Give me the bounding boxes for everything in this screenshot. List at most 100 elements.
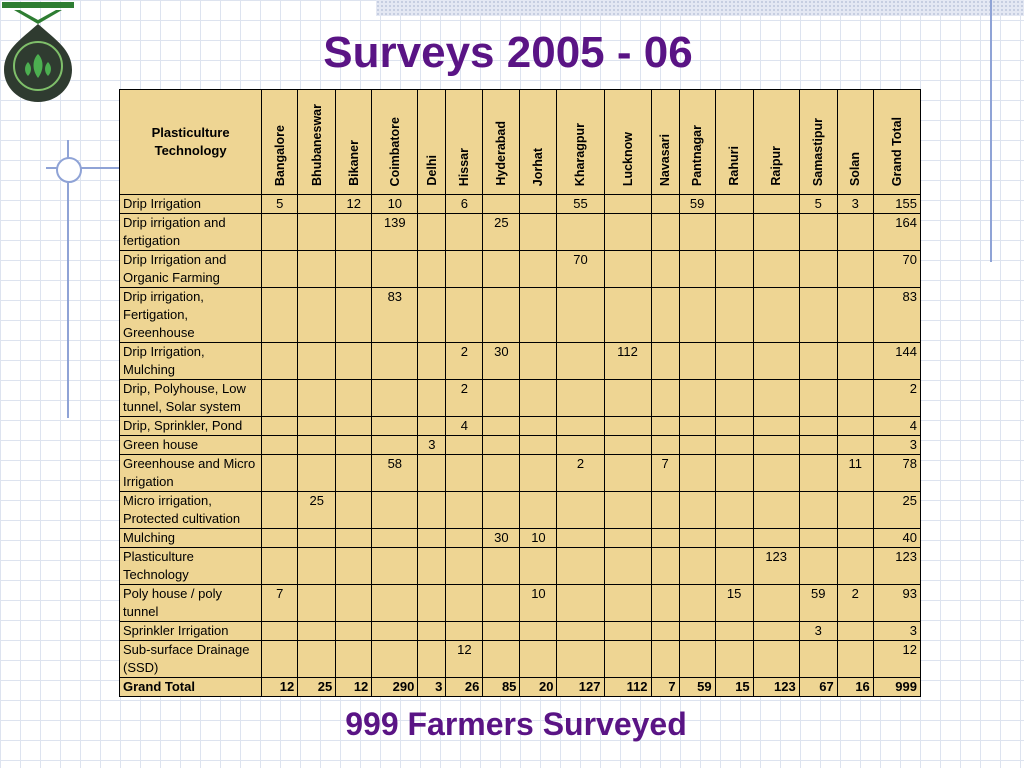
table-cell	[482, 621, 521, 641]
row-grand-total-cell: 83	[872, 287, 922, 343]
table-cell	[519, 379, 558, 417]
table-cell	[519, 491, 558, 529]
table-cell	[714, 528, 754, 548]
row-label: Mulching	[118, 528, 263, 548]
table-cell: 3	[417, 677, 447, 697]
table-cell: 59	[678, 194, 716, 214]
table-cell	[556, 547, 605, 585]
table-cell	[417, 287, 447, 343]
table-cell: 4	[445, 416, 484, 436]
table-cell	[836, 491, 874, 529]
table-cell	[371, 342, 419, 380]
row-label: Drip Irrigation, Mulching	[118, 342, 263, 380]
column-header-label: Jorhat	[531, 147, 546, 186]
table-cell: 10	[519, 528, 558, 548]
table-cell: 3	[798, 621, 838, 641]
row-grand-total-cell: 25	[872, 491, 922, 529]
table-cell	[261, 547, 299, 585]
table-cell: 12	[261, 677, 299, 697]
table-cell	[678, 491, 716, 529]
row-grand-total-cell: 3	[872, 435, 922, 455]
column-header-label: Solan	[848, 151, 863, 186]
table-cell	[752, 584, 800, 622]
column-header: Grand Total	[872, 89, 922, 195]
table-cell: 85	[482, 677, 521, 697]
table-cell	[650, 194, 680, 214]
table-cell: 55	[556, 194, 605, 214]
table-cell	[261, 454, 299, 492]
table-cell: 26	[445, 677, 484, 697]
row-label: Green house	[118, 435, 263, 455]
table-cell	[519, 640, 558, 678]
grand-total-row: Grand Total 12 25 12 290 3 26 85 20 127 112 7 59 15 12…	[118, 677, 922, 697]
table-cell	[650, 435, 680, 455]
table-cell	[836, 416, 874, 436]
column-header: Pantnagar	[678, 89, 716, 195]
table-cell	[417, 416, 447, 436]
table-cell	[371, 584, 419, 622]
table-cell	[297, 342, 337, 380]
table-cell: 25	[297, 677, 337, 697]
column-header: Solan	[836, 89, 874, 195]
table-cell	[297, 584, 337, 622]
table-cell	[650, 342, 680, 380]
table-cell: 2	[445, 342, 484, 380]
column-header: Bhubaneswar	[297, 89, 337, 195]
table-cell	[297, 640, 337, 678]
table-cell: 25	[482, 213, 521, 251]
table-cell	[714, 621, 754, 641]
table-row: Green house 3 3	[118, 435, 922, 455]
table-cell	[556, 435, 605, 455]
table-cell	[297, 379, 337, 417]
table-cell	[836, 250, 874, 288]
table-cell	[445, 454, 484, 492]
table-cell	[752, 250, 800, 288]
table-cell	[482, 287, 521, 343]
table-cell: 30	[482, 342, 521, 380]
table-cell	[519, 454, 558, 492]
table-cell	[417, 250, 447, 288]
table-cell: 12	[335, 194, 373, 214]
table-cell	[335, 454, 373, 492]
table-cell	[603, 640, 652, 678]
corner-header: Plasticulture Technology	[118, 89, 263, 195]
table-cell	[297, 528, 337, 548]
table-cell	[752, 491, 800, 529]
table-cell: 70	[556, 250, 605, 288]
table-row: Sub-surface Drainage (SSD) 12 12	[118, 640, 922, 678]
table-cell	[678, 621, 716, 641]
table-cell	[714, 342, 754, 380]
table-cell	[417, 379, 447, 417]
table-cell	[519, 621, 558, 641]
table-cell	[371, 528, 419, 548]
table-cell	[519, 416, 558, 436]
table-cell: 30	[482, 528, 521, 548]
table-cell	[798, 640, 838, 678]
decorative-vertical-line-right	[990, 0, 992, 262]
column-header-label: Bikaner	[346, 140, 361, 186]
table-row: Drip Irrigation, Mulching 2 30 112 144	[118, 342, 922, 380]
table-cell	[297, 194, 337, 214]
table-cell: 2	[556, 454, 605, 492]
table-cell: 83	[371, 287, 419, 343]
table-cell	[445, 621, 484, 641]
column-header: Bangalore	[261, 89, 299, 195]
table-cell	[603, 287, 652, 343]
column-header-label: Coimbatore	[387, 116, 402, 186]
logo-icon	[2, 2, 74, 102]
table-cell	[752, 342, 800, 380]
table-cell	[297, 547, 337, 585]
table-cell	[445, 528, 484, 548]
table-cell	[519, 287, 558, 343]
column-header-label: Rahuri	[727, 146, 742, 186]
table-cell	[603, 213, 652, 251]
row-grand-total-cell: 3	[872, 621, 922, 641]
column-header: Kharagpur	[556, 89, 605, 195]
table-cell	[714, 379, 754, 417]
table-cell: 290	[371, 677, 419, 697]
table-cell	[371, 491, 419, 529]
table-cell	[417, 342, 447, 380]
table-cell	[714, 287, 754, 343]
table-cell	[678, 528, 716, 548]
table-cell	[297, 416, 337, 436]
